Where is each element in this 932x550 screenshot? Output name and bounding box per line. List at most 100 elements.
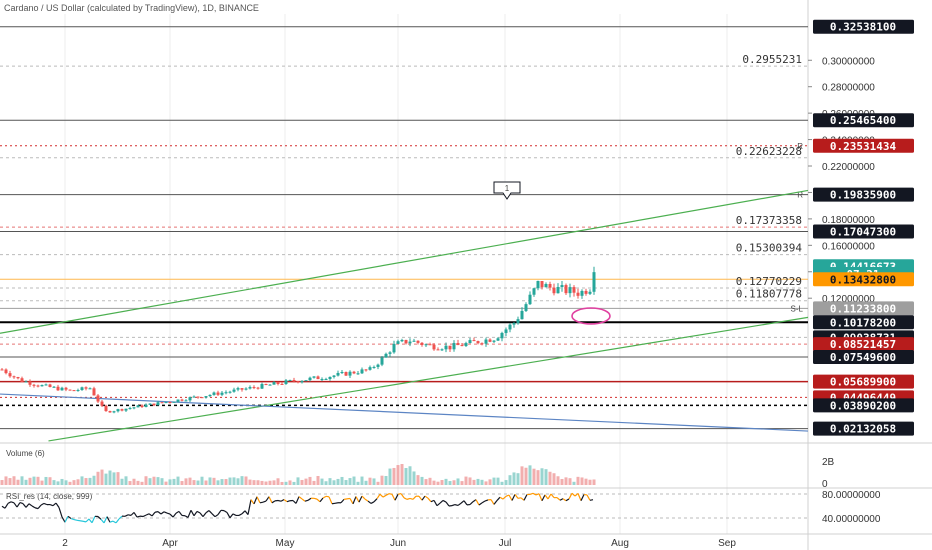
volume-bar	[152, 476, 156, 485]
volume-bar	[24, 479, 28, 485]
rsi-line	[187, 510, 192, 518]
rsi-line	[418, 495, 423, 501]
candle-body	[588, 291, 592, 294]
candle-body	[416, 340, 420, 343]
candle-body	[572, 287, 576, 293]
candle-body	[512, 323, 516, 325]
rsi-line	[118, 515, 123, 520]
chart-title: Cardano / US Dollar (calculated by Tradi…	[4, 3, 259, 13]
candle-body	[552, 287, 556, 294]
rsi-panel: RSI_res (14, close, 999) 80.00000000 40.00…	[0, 490, 881, 525]
volume-bar	[328, 478, 332, 485]
volume-bar	[536, 470, 540, 485]
rsi-line	[193, 511, 198, 517]
volume-bar	[452, 480, 456, 485]
rsi-line	[589, 499, 594, 501]
rsi-line	[85, 518, 90, 523]
volume-bar	[544, 469, 548, 485]
price-badge-text: 0.19835900	[830, 189, 896, 202]
candle-body	[496, 338, 500, 341]
price-tick-label: 0.22000000	[822, 162, 875, 173]
rsi-line	[175, 510, 180, 514]
rsi-line	[28, 503, 33, 507]
candle-body	[424, 344, 428, 346]
price-badge-bg	[813, 421, 914, 436]
rsi-line	[391, 493, 396, 501]
rsi-line	[580, 494, 585, 501]
rsi-line	[223, 510, 228, 513]
candles	[0, 266, 596, 414]
volume-bar	[504, 480, 508, 485]
volume-bar	[40, 480, 44, 485]
rsi-line	[421, 495, 426, 501]
volume-bar	[184, 478, 188, 485]
volume-bar	[16, 479, 20, 485]
highlight-circle	[571, 307, 611, 325]
candle-body	[216, 392, 220, 395]
callout-text: 1	[505, 184, 510, 193]
candle-body	[24, 381, 28, 383]
rsi-line	[439, 500, 444, 504]
rsi-line	[55, 502, 60, 508]
candle-body	[404, 339, 408, 344]
volume-bar	[228, 477, 232, 485]
price-badge-bg	[813, 315, 914, 330]
candle-body	[592, 272, 596, 292]
candle-body	[124, 408, 128, 411]
price-badge-text: 0.03890200	[830, 399, 896, 412]
rsi-line	[370, 501, 375, 504]
candle-body	[248, 387, 252, 389]
volume-bar	[52, 480, 56, 485]
rsi-line	[385, 493, 390, 496]
rsi-line	[109, 520, 114, 523]
price-badge: 0.23531434	[813, 138, 914, 153]
rsi-line	[37, 504, 42, 510]
volume-bar	[100, 469, 104, 485]
candle-body	[488, 339, 492, 342]
candle-body	[324, 378, 328, 380]
rsi-line	[88, 518, 93, 524]
candle-body	[396, 341, 400, 344]
rsi-line	[295, 496, 300, 504]
rsi-line	[100, 518, 105, 524]
volume-bar	[80, 476, 84, 485]
price-badge-bg	[813, 272, 914, 287]
volume-bar	[60, 478, 64, 485]
candle-body	[328, 376, 332, 379]
candle-body	[108, 411, 112, 413]
volume-bar	[240, 476, 244, 485]
rsi-line	[559, 498, 564, 501]
volume-bar	[424, 479, 428, 485]
rsi-line	[130, 511, 135, 516]
price-badge-bg	[813, 138, 914, 153]
level-marker: S-L	[791, 304, 804, 313]
price-level-label: 0.2955231	[742, 53, 802, 66]
candle-body	[28, 381, 32, 385]
callout-box[interactable]	[493, 181, 521, 200]
volume-bar	[136, 480, 140, 485]
volume-bar	[32, 476, 36, 485]
price-badge-bg	[813, 224, 914, 239]
rsi-line	[430, 499, 435, 503]
volume-bar	[464, 476, 468, 485]
candle-body	[104, 405, 108, 412]
volume-bar	[380, 475, 384, 485]
volume-bar	[256, 480, 260, 485]
candle-body	[380, 357, 384, 365]
rsi-line	[367, 500, 372, 504]
price-level-label: 0.17373358	[736, 214, 802, 227]
candle-body	[356, 373, 360, 375]
volume-bar	[356, 481, 360, 485]
volume-bar	[376, 481, 380, 485]
rsi-line	[217, 509, 222, 515]
rsi-line	[166, 512, 171, 515]
volume-bar	[480, 479, 484, 485]
price-badge-bg	[813, 337, 914, 352]
time-tick-label: Aug	[611, 538, 629, 549]
rsi-line	[316, 498, 321, 503]
volume-bar	[276, 478, 280, 485]
rsi-line	[151, 511, 156, 517]
volume-bar	[552, 473, 556, 485]
volume-bar	[264, 481, 268, 485]
volume-bar	[336, 478, 340, 485]
